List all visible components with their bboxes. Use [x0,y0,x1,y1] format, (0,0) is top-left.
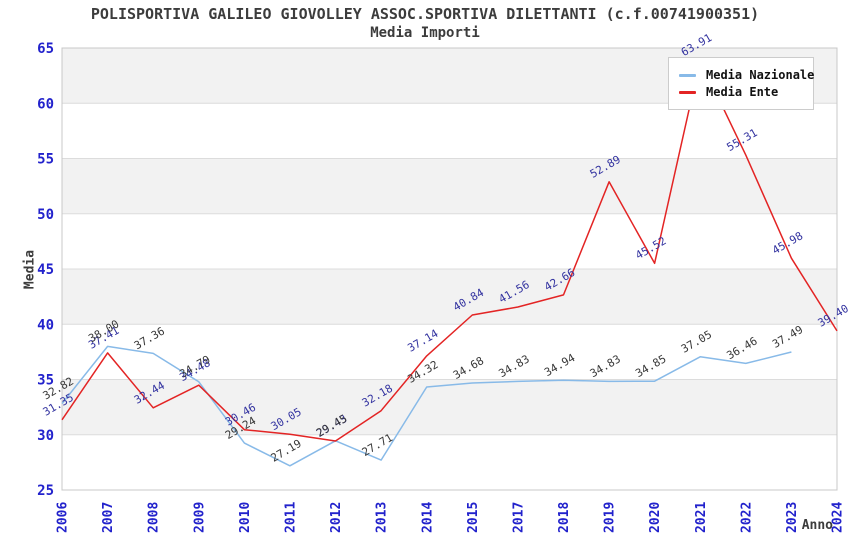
y-tick-label: 55 [37,152,54,168]
y-tick-label: 45 [37,262,54,278]
y-tick-label: 50 [37,207,54,223]
x-tick-label: 2019 [603,502,618,533]
y-tick-label: 35 [37,373,54,389]
x-tick-label: 2024 [831,502,846,533]
data-label: 37.36 [132,324,167,352]
data-label: 37.49 [770,323,805,351]
chart-subtitle: Media Importi [370,25,480,41]
x-tick-label: 2013 [375,502,390,533]
y-tick-label: 30 [37,428,54,444]
plot-border [61,47,838,491]
x-tick-label: 2018 [557,502,572,533]
y-tick-label: 40 [37,317,54,333]
y-axis-title: Media [22,249,38,290]
grid-band [62,269,837,325]
y-tick-label: 65 [37,41,54,57]
data-label: 34.94 [542,351,578,379]
legend-swatch-media-nazionale-icon [679,73,696,77]
data-label: 27.71 [360,431,395,459]
x-tick-label: 2015 [466,502,481,533]
legend-swatch-media-ente-icon [679,90,696,94]
legend-box: Media Nazionale Media Ente [668,57,814,110]
x-tick-label: 2021 [694,502,709,533]
x-tick-label: 2008 [147,502,162,533]
legend-label: Media Ente [706,85,779,99]
legend-item-media-nazionale: Media Nazionale [679,68,814,82]
x-tick-label: 2020 [648,502,663,533]
legend-item-media-ente: Media Ente [679,85,805,99]
data-label: 36.46 [724,334,759,362]
x-tick-label: 2014 [420,502,435,533]
x-tick-label: 2022 [739,502,754,533]
data-label: 34.83 [588,352,623,380]
x-tick-label: 2007 [101,502,116,533]
data-label: 34.83 [497,352,532,380]
grid-band [62,379,837,435]
x-tick-label: 2023 [785,502,800,533]
chart-title: POLISPORTIVA GALILEO GIOVOLLEY ASSOC.SPO… [90,5,760,23]
x-tick-label: 2010 [238,502,253,533]
data-label: 34.68 [451,354,486,382]
x-tick-label: 2012 [329,502,344,533]
x-tick-label: 2006 [56,502,71,533]
legend-label: Media Nazionale [706,68,815,82]
grid-band [62,158,837,214]
data-label: 55.31 [724,126,759,154]
series-line-media-nazionale [61,345,792,467]
y-tick-label: 25 [37,483,54,499]
x-tick-label: 2009 [192,502,207,533]
data-label: 37.05 [679,328,714,356]
data-label: 45.98 [770,229,805,257]
x-tick-label: 2011 [283,502,298,533]
x-tick-label: 2017 [511,502,526,533]
y-tick-label: 60 [37,96,54,112]
data-label: 37.14 [405,327,441,355]
x-axis-title: Anno [801,518,833,533]
